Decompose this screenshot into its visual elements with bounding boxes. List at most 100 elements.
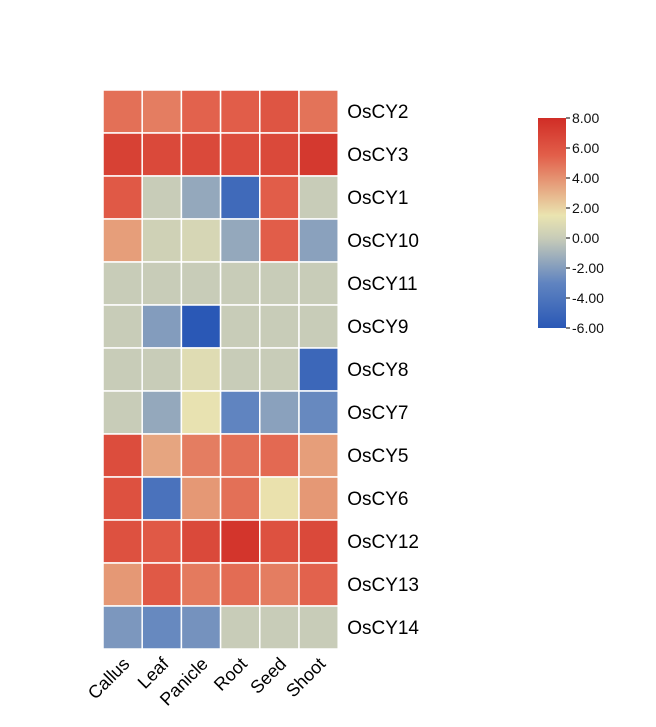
heatmap-cells [102, 89, 339, 650]
heatmap-cell-OsCY9-Panicle [180, 304, 222, 349]
heatmap-cell-OsCY12-Shoot [298, 519, 339, 564]
heatmap-cell-OsCY13-Panicle [180, 562, 222, 607]
colorbar-tick-label: -6.00 [572, 320, 604, 336]
heatmap-cell-OsCY7-Callus [102, 390, 143, 435]
heatmap-cell-OsCY5-Seed [259, 433, 300, 478]
row-label-OsCY9: OsCY9 [347, 317, 408, 338]
column-label-Seed: Seed [246, 654, 290, 698]
heatmap-cell-OsCY2-Root [219, 89, 261, 134]
heatmap-cell-OsCY7-Shoot [298, 390, 339, 435]
heatmap-cell-OsCY13-Root [219, 562, 261, 607]
heatmap-cell-OsCY2-Seed [259, 89, 300, 134]
heatmap-cell-OsCY13-Callus [102, 562, 143, 607]
row-labels: OsCY2 OsCY3 OsCY1 OsCY10 OsCY11 OsCY9 OsCY8 OsC… [347, 102, 419, 639]
heatmap-cell-OsCY2-Callus [102, 89, 143, 134]
heatmap-cell-OsCY8-Panicle [180, 347, 222, 392]
row-label-OsCY14: OsCY14 [347, 618, 419, 639]
heatmap-cell-OsCY6-Callus [102, 476, 143, 521]
row-label-OsCY5: OsCY5 [347, 446, 408, 467]
heatmap-cell-OsCY6-Shoot [298, 476, 339, 521]
row-label-OsCY6: OsCY6 [347, 489, 408, 510]
heatmap-cell-OsCY8-Callus [102, 347, 143, 392]
heatmap-cell-OsCY5-Panicle [180, 433, 222, 478]
heatmap-cell-OsCY6-Seed [259, 476, 300, 521]
heatmap-cell-OsCY14-Callus [102, 605, 143, 650]
heatmap-cell-OsCY9-Callus [102, 304, 143, 349]
heatmap-cell-OsCY9-Seed [259, 304, 300, 349]
colorbar-tick-label: 8.00 [572, 110, 599, 126]
heatmap-cell-OsCY6-Root [219, 476, 261, 521]
colorbar-tick-label: -2.00 [572, 260, 604, 276]
heatmap-cell-OsCY13-Shoot [298, 562, 339, 607]
colorbar-bar [538, 118, 566, 328]
heatmap-cell-OsCY5-Root [219, 433, 261, 478]
colorbar: 8.00 6.00 4.00 2.00 0.00 -2.00 -4.00 -6.00 [538, 110, 604, 336]
heatmap-cell-OsCY5-Callus [102, 433, 143, 478]
heatmap-cell-OsCY8-Seed [259, 347, 300, 392]
heatmap-cell-OsCY1-Callus [102, 175, 143, 220]
row-label-OsCY2: OsCY2 [347, 102, 408, 123]
heatmap-cell-OsCY11-Leaf [141, 261, 183, 306]
heatmap-cell-OsCY8-Shoot [298, 347, 339, 392]
heatmap-cell-OsCY7-Root [219, 390, 261, 435]
row-label-OsCY10: OsCY10 [347, 231, 419, 252]
colorbar-ticks: 8.00 6.00 4.00 2.00 0.00 -2.00 -4.00 -6.00 [566, 110, 604, 336]
heatmap-cell-OsCY10-Callus [102, 218, 143, 263]
row-label-OsCY8: OsCY8 [347, 360, 408, 381]
colorbar-tick-label: 6.00 [572, 140, 599, 156]
row-label-OsCY1: OsCY1 [347, 188, 408, 209]
heatmap-cell-OsCY1-Leaf [141, 175, 183, 220]
heatmap-cell-OsCY12-Leaf [141, 519, 183, 564]
column-label-Root: Root [210, 654, 251, 695]
heatmap-cell-OsCY11-Seed [259, 261, 300, 306]
heatmap-cell-OsCY10-Seed [259, 218, 300, 263]
heatmap-cell-OsCY5-Shoot [298, 433, 339, 478]
heatmap-cell-OsCY10-Root [219, 218, 261, 263]
heatmap-cell-OsCY13-Leaf [141, 562, 183, 607]
heatmap-cell-OsCY2-Leaf [141, 89, 183, 134]
row-label-OsCY7: OsCY7 [347, 403, 408, 424]
heatmap-cell-OsCY11-Callus [102, 261, 143, 306]
heatmap-cell-OsCY1-Shoot [298, 175, 339, 220]
heatmap-cell-OsCY1-Root [219, 175, 261, 220]
heatmap-cell-OsCY2-Panicle [180, 89, 222, 134]
heatmap-cell-OsCY9-Shoot [298, 304, 339, 349]
heatmap-cell-OsCY12-Seed [259, 519, 300, 564]
heatmap-cell-OsCY14-Seed [259, 605, 300, 650]
heatmap-cell-OsCY11-Shoot [298, 261, 339, 306]
heatmap-cell-OsCY9-Leaf [141, 304, 183, 349]
heatmap-cell-OsCY5-Leaf [141, 433, 183, 478]
colorbar-tick-label: -4.00 [572, 290, 604, 306]
heatmap-cell-OsCY3-Panicle [180, 132, 222, 177]
colorbar-tick-label: 2.00 [572, 200, 599, 216]
row-label-OsCY13: OsCY13 [347, 575, 419, 596]
heatmap-cell-OsCY6-Leaf [141, 476, 183, 521]
heatmap-cell-OsCY10-Panicle [180, 218, 222, 263]
heatmap-cell-OsCY3-Shoot [298, 132, 339, 177]
heatmap-cell-OsCY1-Panicle [180, 175, 222, 220]
heatmap-cell-OsCY3-Root [219, 132, 261, 177]
heatmap-cell-OsCY14-Shoot [298, 605, 339, 650]
heatmap-cell-OsCY12-Callus [102, 519, 143, 564]
heatmap-cell-OsCY14-Root [219, 605, 261, 650]
row-label-OsCY12: OsCY12 [347, 532, 419, 553]
heatmap-cell-OsCY10-Leaf [141, 218, 183, 263]
column-label-Shoot: Shoot [282, 654, 329, 701]
row-label-OsCY11: OsCY11 [347, 274, 417, 295]
heatmap-cell-OsCY12-Panicle [180, 519, 222, 564]
colorbar-tick-label: 0.00 [572, 230, 599, 246]
heatmap-cell-OsCY10-Shoot [298, 218, 339, 263]
heatmap-cell-OsCY14-Panicle [180, 605, 222, 650]
heatmap-cell-OsCY2-Shoot [298, 89, 339, 134]
heatmap-cell-OsCY8-Root [219, 347, 261, 392]
heatmap-cell-OsCY7-Leaf [141, 390, 183, 435]
heatmap-cell-OsCY8-Leaf [141, 347, 183, 392]
colorbar-tick-label: 4.00 [572, 170, 599, 186]
heatmap-cell-OsCY7-Panicle [180, 390, 222, 435]
heatmap-cell-OsCY3-Leaf [141, 132, 183, 177]
heatmap-cell-OsCY11-Root [219, 261, 261, 306]
heatmap-cell-OsCY7-Seed [259, 390, 300, 435]
row-label-OsCY3: OsCY3 [347, 145, 408, 166]
